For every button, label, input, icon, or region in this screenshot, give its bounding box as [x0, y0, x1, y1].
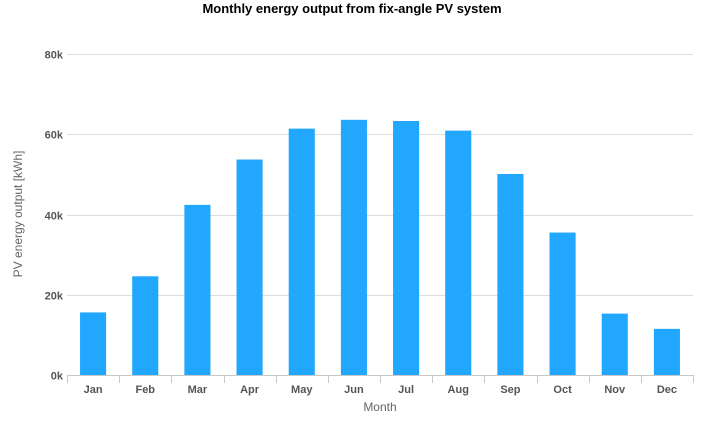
- chart-title: Monthly energy output from fix-angle PV …: [202, 1, 501, 16]
- bar-aug[interactable]: [445, 130, 472, 375]
- x-tick-label: May: [291, 384, 313, 396]
- y-tick-label: 20k: [45, 291, 64, 303]
- y-tick-label: 0k: [51, 371, 64, 383]
- bar-apr[interactable]: [236, 159, 263, 375]
- bars: [80, 119, 680, 376]
- bar-jan[interactable]: [80, 312, 107, 375]
- x-tick-label: Aug: [448, 384, 469, 396]
- x-tick-label: Oct: [553, 384, 572, 396]
- bar-dec[interactable]: [653, 328, 680, 375]
- x-tick-label: Mar: [188, 384, 208, 396]
- bar-jul[interactable]: [393, 121, 420, 375]
- x-tick-label: Feb: [135, 384, 155, 396]
- x-tick-label: Nov: [604, 384, 626, 396]
- x-tick-label: Jan: [84, 384, 103, 396]
- bar-nov[interactable]: [601, 313, 628, 375]
- y-axis-ticks: 0k 20k 40k 60k 80k: [45, 50, 64, 383]
- x-tick-label: Sep: [500, 384, 520, 396]
- x-tick-label: Jul: [398, 384, 414, 396]
- bar-feb[interactable]: [132, 276, 159, 375]
- bar-jun[interactable]: [340, 119, 367, 376]
- x-tick-label: Jun: [344, 384, 364, 396]
- y-tick-label: 60k: [45, 130, 64, 142]
- bar-oct[interactable]: [549, 232, 576, 375]
- x-tick-label: Apr: [240, 384, 260, 396]
- bar-may[interactable]: [288, 128, 315, 375]
- x-axis-label: Month: [363, 400, 396, 414]
- bar-sep[interactable]: [497, 173, 524, 375]
- y-axis-label: PV energy output [kWh]: [11, 151, 25, 278]
- x-axis: Jan Feb Mar Apr May Jun Jul Aug Sep Oct Nov Dec: [67, 375, 694, 396]
- y-tick-label: 40k: [45, 211, 64, 223]
- gridlines: [67, 54, 693, 296]
- y-tick-label: 80k: [45, 50, 64, 62]
- x-tick-label: Dec: [657, 384, 677, 396]
- bar-mar[interactable]: [184, 204, 211, 375]
